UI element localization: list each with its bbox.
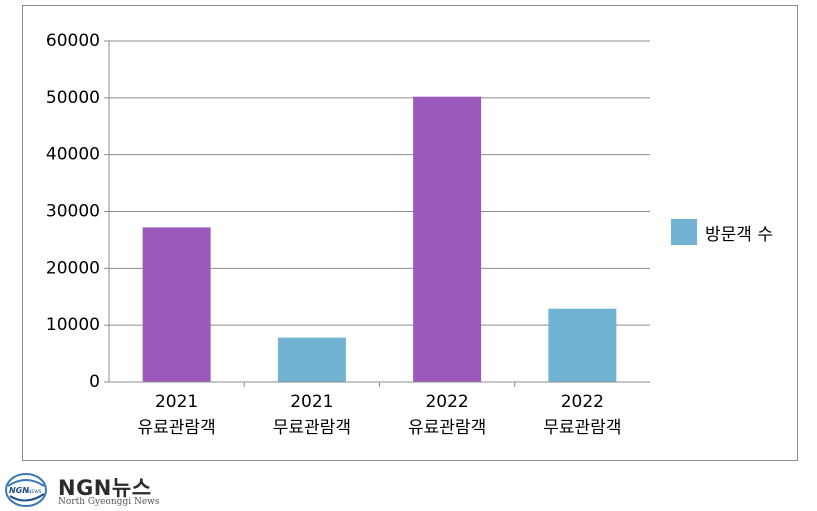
axes [108,41,650,387]
y-tick-label: 50000 [46,88,100,108]
bar [277,337,346,382]
x-tick-label: 2021 [290,392,333,412]
bar [142,227,211,382]
y-axis-ticks: 0 10000 20000 30000 40000 50000 60000 [46,31,109,392]
chart-frame: 0 10000 20000 30000 40000 50000 60000 2021 유료관람… [22,5,798,461]
y-tick-label: 30000 [46,202,100,222]
logo-subtitle: North Gyeonggi News [58,497,160,507]
y-tick-label: 60000 [46,31,100,51]
ngn-globe-logo-icon: NGN NEWS [5,473,47,507]
x-tick-label: 2021 [155,392,198,412]
x-tick-label: 무료관람객 [543,418,621,438]
y-tick-label: 10000 [46,315,100,335]
logo-name: NGN뉴스 [58,476,152,500]
x-tick-label: 유료관람객 [138,418,216,438]
ngn-news-logo: NGN NEWS NGN뉴스 North Gyeonggi News [4,470,204,510]
legend-swatch [671,219,697,245]
legend: 방문객 수 [671,219,773,245]
x-tick-label: 무료관람객 [273,418,351,438]
x-axis-labels: 2021 유료관람객 2021 무료관람객 2022 유료관람객 2022 무료관람객 [138,392,622,438]
y-tick-label: 20000 [46,258,100,278]
x-tick-label: 유료관람객 [408,418,486,438]
x-tick-label: 2022 [561,392,604,412]
svg-text:NEWS: NEWS [28,489,42,495]
svg-text:NGN: NGN [9,486,29,495]
y-tick-label: 0 [89,372,100,392]
legend-label: 방문객 수 [705,225,773,245]
bar [548,308,617,382]
bar [413,96,482,383]
y-tick-label: 40000 [46,145,100,165]
bars [142,96,617,383]
x-tick-label: 2022 [425,392,468,412]
bar-chart: 0 10000 20000 30000 40000 50000 60000 2021 유료관람… [46,31,773,438]
